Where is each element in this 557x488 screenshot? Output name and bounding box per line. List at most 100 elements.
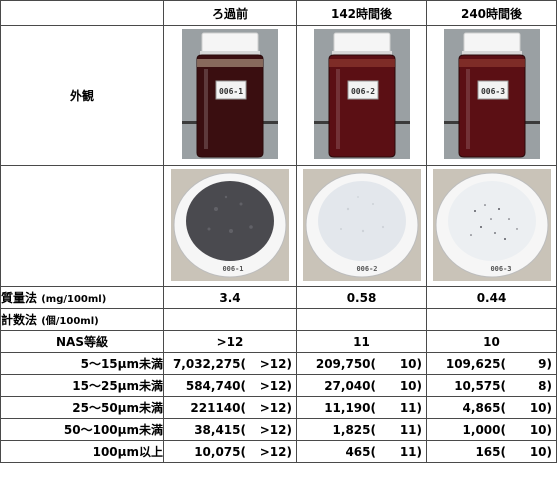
size-cell: 4,865( 10) (426, 396, 557, 419)
mass-label-main: 質量法 (1, 291, 38, 305)
size-row-5: 100μm以上 10,075( >12) 465( 11) 165( 10) (0, 440, 557, 463)
nas-class: 11) (399, 422, 422, 437)
size-cell: 1,825( 11) (296, 418, 427, 441)
filter-label-1: 006-1 (222, 265, 243, 273)
size-cell: 10,075( >12) (163, 440, 297, 463)
bottle-label-1: 006-1 (219, 87, 243, 96)
particle-count: 109,625( (445, 356, 506, 371)
particle-count: 11,190( (324, 400, 376, 415)
particle-count: 38,415( (194, 422, 246, 437)
particle-count: 10,575( (454, 378, 506, 393)
count-empty-1 (163, 308, 297, 331)
nas-label: NAS等級 (0, 330, 164, 353)
mass-row: 質量法 (mg/100ml) 3.4 0.58 0.44 (0, 286, 557, 309)
nas-class: >12) (259, 444, 292, 459)
nas-value-2: 11 (296, 330, 427, 353)
filter-photo-1: 006-1 (163, 165, 297, 287)
header-before-filtration: ろ過前 (163, 0, 297, 26)
size-row-2: 15〜25μm未満 584,740( >12) 27,040( 10) 10,575… (0, 374, 557, 397)
particle-count: 7,032,275( (172, 356, 246, 371)
filter-photo-2-image: 006-2 (302, 168, 421, 281)
count-label-unit: (個/100ml) (41, 316, 99, 327)
size-label: 5〜15μm未満 (0, 352, 164, 375)
particle-count: 165( (475, 444, 506, 459)
size-row-1: 5〜15μm未満 7,032,275( >12) 209,750( 10) 109,… (0, 352, 557, 375)
bottle-label-2: 006-2 (350, 87, 374, 96)
size-cell: 11,190( 11) (296, 396, 427, 419)
mass-label-unit: (mg/100ml) (41, 294, 107, 305)
header-240h: 240時間後 (426, 0, 557, 26)
nas-class: 10) (399, 356, 422, 371)
particle-count: 1,000( (462, 422, 506, 437)
appearance-bottle-row: 外観 006-1 (0, 25, 557, 166)
particle-count: 4,865( (462, 400, 506, 415)
mass-value-3: 0.44 (426, 286, 557, 309)
particle-count: 1,825( (332, 422, 376, 437)
size-cell: 221140(>12) (163, 396, 297, 419)
size-cell: 165( 10) (426, 440, 557, 463)
size-label: 100μm以上 (0, 440, 164, 463)
mass-value-2: 0.58 (296, 286, 427, 309)
nas-class: 11) (399, 400, 422, 415)
size-cell: 1,000( 10) (426, 418, 557, 441)
nas-class: 10) (529, 444, 552, 459)
nas-class: >12) (259, 422, 292, 437)
count-label-main: 計数法 (1, 313, 38, 327)
appearance-filter-row: 006-1 006-2 (0, 165, 557, 287)
filter-photo-2: 006-2 (296, 165, 427, 287)
size-cell: 109,625( 9) (426, 352, 557, 375)
nas-class: >12) (259, 356, 292, 371)
particle-count: 584,740( (185, 378, 246, 393)
particle-count: 465( (345, 444, 376, 459)
count-empty-3 (426, 308, 557, 331)
size-cell: 10,575( 8) (426, 374, 557, 397)
mass-label: 質量法 (mg/100ml) (0, 286, 164, 309)
nas-value-3: 10 (426, 330, 557, 353)
particle-count: 221140( (190, 400, 246, 415)
nas-class: 10) (529, 422, 552, 437)
size-cell: 584,740( >12) (163, 374, 297, 397)
bottle-photo-3: 006-3 (426, 25, 557, 166)
filter-photo-3: 006-3 (426, 165, 557, 287)
results-table: ろ過前 142時間後 240時間後 外観 006-1 (0, 0, 557, 463)
mass-value-1: 3.4 (163, 286, 297, 309)
bottle-photo-1-image: 006-1 (182, 29, 278, 159)
nas-class: 10) (399, 378, 422, 393)
appearance-label: 外観 (0, 25, 164, 166)
filter-label-2: 006-2 (356, 265, 377, 273)
appearance-label-continued (0, 165, 164, 287)
corner-cell (0, 0, 164, 26)
size-label: 25〜50μm未満 (0, 396, 164, 419)
bottle-photo-2-image: 006-2 (313, 29, 410, 159)
count-empty-2 (296, 308, 427, 331)
size-row-3: 25〜50μm未満 221140(>12) 11,190( 11) 4,865( 1… (0, 396, 557, 419)
size-row-4: 50〜100μm未満 38,415(>12) 1,825(11) 1,000(1… (0, 418, 557, 441)
particle-count: 27,040( (324, 378, 376, 393)
filter-photo-1-image: 006-1 (171, 168, 289, 281)
bottle-photo-3-image: 006-3 (443, 29, 540, 159)
header-row: ろ過前 142時間後 240時間後 (0, 0, 557, 26)
count-method-row: 計数法 (個/100ml) (0, 308, 557, 331)
filter-photo-3-image: 006-3 (432, 168, 551, 281)
size-label: 50〜100μm未満 (0, 418, 164, 441)
nas-class: 11) (399, 444, 422, 459)
size-cell: 209,750( 10) (296, 352, 427, 375)
nas-row: NAS等級 >12 11 10 (0, 330, 557, 353)
nas-class: 10) (529, 400, 552, 415)
size-cell: 7,032,275( >12) (163, 352, 297, 375)
size-label: 15〜25μm未満 (0, 374, 164, 397)
size-cell: 38,415( >12) (163, 418, 297, 441)
bottle-label-3: 006-3 (480, 87, 504, 96)
bottle-photo-2: 006-2 (296, 25, 427, 166)
particle-count: 209,750( (315, 356, 376, 371)
header-142h: 142時間後 (296, 0, 427, 26)
nas-value-1: >12 (163, 330, 297, 353)
filter-label-3: 006-3 (490, 265, 511, 273)
particle-count: 10,075( (194, 444, 246, 459)
nas-class: 8) (538, 378, 552, 393)
size-cell: 465( 11) (296, 440, 427, 463)
count-label: 計数法 (個/100ml) (0, 308, 164, 331)
nas-class: >12) (259, 378, 292, 393)
nas-class: 9) (538, 356, 552, 371)
bottle-photo-1: 006-1 (163, 25, 297, 166)
